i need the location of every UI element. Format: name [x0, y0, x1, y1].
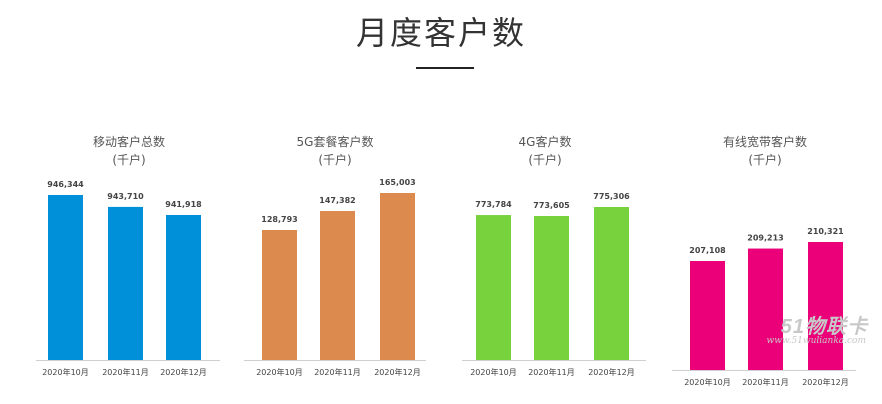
bar-value-label: 946,344 [47, 180, 84, 189]
watermark-subtitle: www.51wulianka.com [766, 336, 866, 346]
chart-mobile-customers: 移动客户总数 (千户) 946,344 2020年10月 943,710 2020年1… [24, 0, 234, 404]
bar-value-label: 165,003 [379, 178, 415, 187]
chart-broadband-customers: 有线宽带客户数 (千户) 207,108 2020年10月 209,213 2020年… [660, 0, 870, 404]
bar-chart-svg: 946,344 2020年10月 943,710 2020年11月 941,918 202… [36, 180, 220, 377]
chart-unit: (千户) [528, 153, 562, 167]
bar-value-label: 941,918 [165, 200, 202, 209]
x-tick-label: 2020年10月 [684, 377, 731, 387]
bar-value-label: 207,108 [689, 246, 726, 255]
bar-value-label: 775,306 [593, 192, 630, 201]
chart-4g-customers: 4G客户数 (千户) 773,784 2020年10月 773,605 2020年11… [440, 0, 650, 404]
x-tick-label: 2020年12月 [802, 377, 849, 387]
x-tick-label: 2020年12月 [160, 367, 207, 377]
bar-value-label: 209,213 [747, 234, 783, 243]
bar-value-label: 773,605 [533, 201, 570, 210]
watermark-logo: 51物联卡 [780, 316, 868, 338]
chart-unit: (千户) [112, 153, 146, 167]
bar-value-label: 773,784 [475, 200, 512, 209]
x-tick-label: 2020年10月 [256, 367, 303, 377]
chart-title: 5G套餐客户数 [296, 135, 374, 149]
page-title: 月度客户数 [355, 14, 526, 52]
x-tick-label: 2020年11月 [742, 377, 789, 387]
x-tick-label: 2020年11月 [102, 367, 149, 377]
bar-chart-svg: 773,784 2020年10月 773,605 2020年11月 775,306 202… [462, 192, 646, 377]
x-tick-label: 2020年11月 [528, 367, 575, 377]
bar [808, 242, 843, 370]
bar [476, 215, 511, 360]
chart-unit: (千户) [748, 153, 782, 167]
bar [320, 211, 355, 360]
x-tick-label: 2020年12月 [374, 367, 421, 377]
bar-value-label: 128,793 [261, 215, 297, 224]
bar [748, 248, 783, 370]
x-tick-label: 2020年10月 [42, 367, 89, 377]
chart-title: 有线宽带客户数 [722, 135, 807, 149]
chart-unit: (千户) [318, 153, 352, 167]
watermark: 51物联卡 www.51wulianka.com [738, 300, 878, 356]
bar [48, 195, 83, 360]
bar-chart-svg: 207,108 2020年10月 209,213 2020年11月 210,321 202… [672, 227, 856, 387]
x-tick-label: 2020年10月 [470, 367, 517, 377]
x-tick-label: 2020年11月 [314, 367, 361, 377]
bar [690, 261, 725, 370]
bar-value-label: 147,382 [319, 196, 355, 205]
bar [380, 193, 415, 360]
bar [108, 206, 143, 360]
title-underline [416, 67, 474, 69]
bar [534, 216, 569, 360]
chart-title: 4G客户数 [518, 135, 572, 149]
bar-value-label: 210,321 [807, 227, 844, 236]
chart-title: 移动客户总数 [92, 135, 165, 149]
bar-chart-svg: 128,793 2020年10月 147,382 2020年11月 165,003 202… [244, 178, 426, 377]
x-tick-label: 2020年12月 [588, 367, 635, 377]
bar [594, 207, 629, 360]
bar [262, 230, 297, 360]
chart-5g-package-customers: 5G套餐客户数 (千户) 128,793 2020年10月 147,382 2020年… [230, 0, 440, 404]
bar-value-label: 943,710 [107, 192, 144, 201]
bar [166, 215, 201, 360]
